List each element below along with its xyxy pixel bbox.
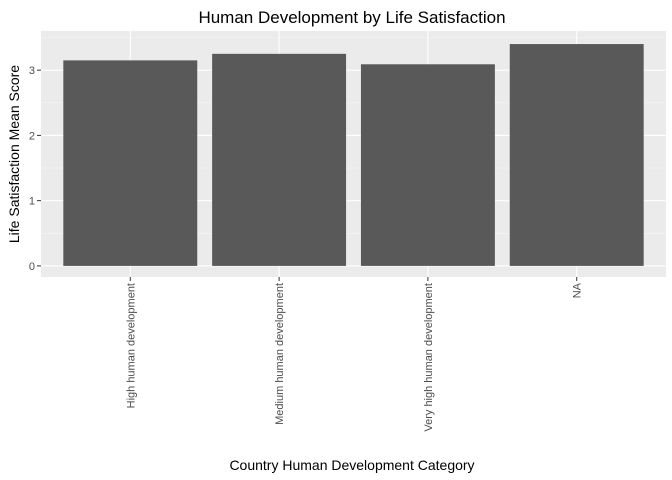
- bar: [360, 64, 495, 266]
- bars: [63, 44, 644, 266]
- x-tick-label: High human development: [125, 283, 137, 408]
- y-tick-label: 0: [29, 261, 35, 273]
- x-axis: High human development Medium human devel…: [125, 277, 584, 432]
- x-tick-label: Very high human development: [423, 283, 435, 432]
- y-axis-title: Life Satisfaction Mean Score: [6, 65, 22, 243]
- x-axis-title: Country Human Development Category: [229, 457, 474, 473]
- bar: [63, 60, 198, 266]
- bar: [509, 44, 644, 266]
- y-tick-label: 2: [29, 130, 35, 142]
- x-tick-label: NA: [572, 282, 584, 298]
- x-tick-label: Medium human development: [274, 283, 286, 425]
- y-tick-label: 3: [29, 65, 35, 77]
- bar: [212, 53, 347, 266]
- y-tick-label: 1: [29, 196, 35, 208]
- y-axis: 0 1 2 3: [29, 65, 41, 273]
- chart-title: Human Development by Life Satisfaction: [198, 8, 505, 27]
